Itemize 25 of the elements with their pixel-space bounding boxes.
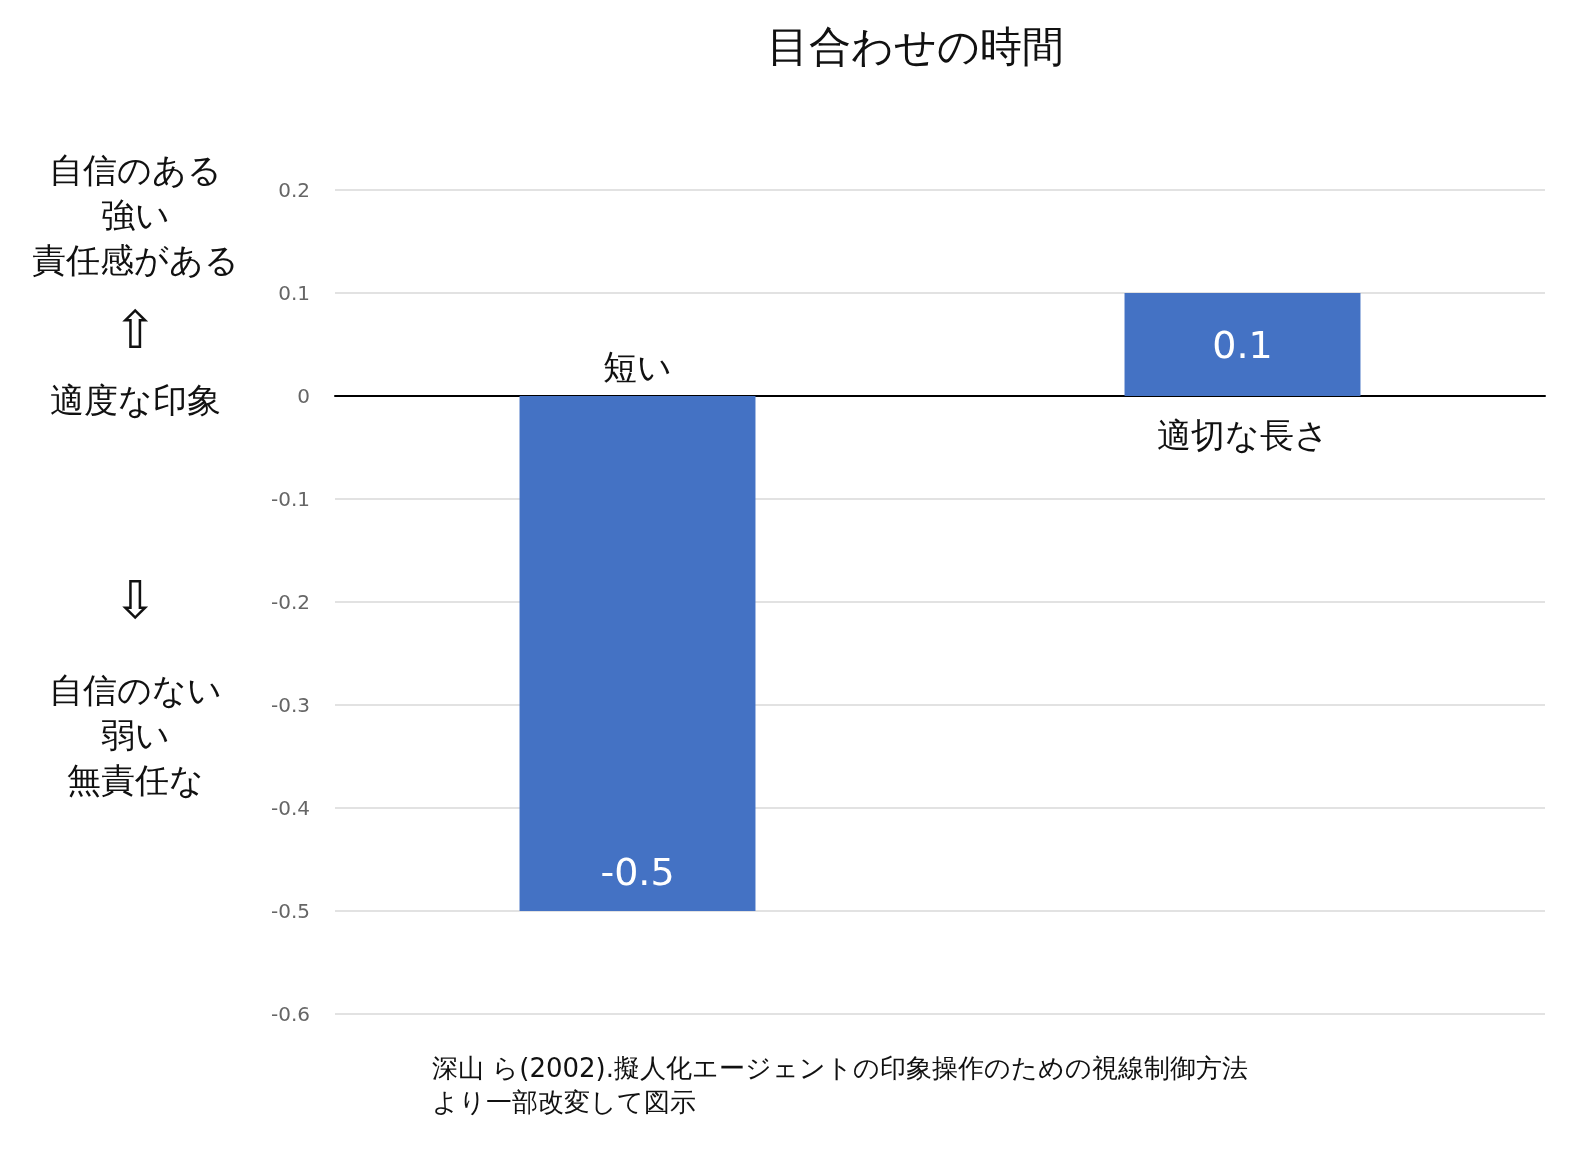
y-tick-label: 0 — [297, 384, 310, 408]
text: 深山 ら(2002).擬人化エージェントの印象操作のための視線制御方法 — [432, 1053, 1248, 1083]
x-tick-label: 短い — [603, 347, 672, 387]
y-tick-label: -0.6 — [270, 1002, 310, 1026]
text: 強い — [100, 195, 170, 235]
text: ⇩ — [113, 570, 157, 630]
y-tick-label: -0.3 — [270, 693, 310, 717]
text: より一部改変して図示 — [432, 1087, 696, 1117]
y-tick-label: -0.4 — [270, 796, 310, 820]
text: ⇧ — [113, 300, 157, 360]
text: 弱い — [100, 715, 170, 755]
text: 責任感がある — [31, 240, 239, 280]
text: 無責任な — [66, 760, 204, 800]
chart-title: 目合わせの時間 — [766, 21, 1064, 71]
data-label: -0.5 — [600, 850, 675, 894]
y-tick-label: -0.5 — [270, 899, 310, 923]
y-tick-label: -0.2 — [270, 590, 310, 614]
text: 自信のない — [48, 670, 222, 710]
y-tick-label: -0.1 — [270, 487, 310, 511]
y-tick-label: 0.1 — [278, 281, 310, 305]
data-label: 0.1 — [1212, 322, 1273, 367]
text: 自信のある — [48, 150, 222, 190]
y-tick-label: 0.2 — [278, 178, 310, 202]
x-tick-label: 適切な長さ — [1156, 415, 1329, 455]
text: 適度な印象 — [49, 380, 221, 420]
